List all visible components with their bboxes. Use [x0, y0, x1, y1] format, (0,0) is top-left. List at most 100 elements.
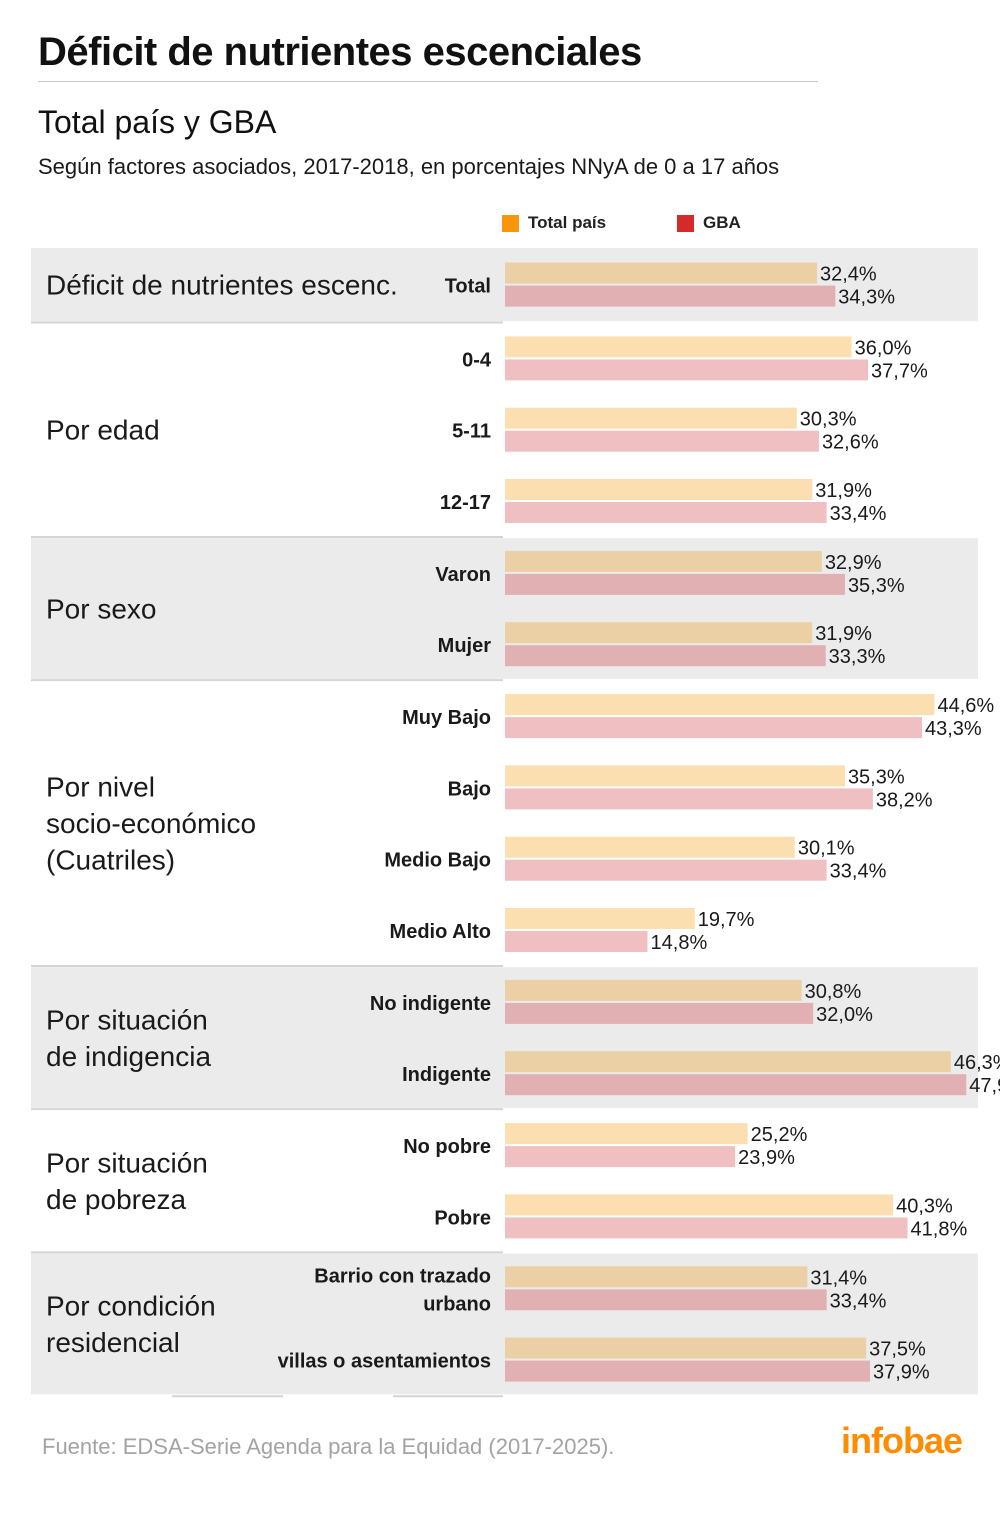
legend-item-total-pais: Total país [502, 212, 606, 234]
category-muy-bajo-value-total-pais: 44,6% [937, 695, 994, 717]
category-medio-alto-value-gba: 14,8% [651, 932, 708, 954]
category-no-pobre-bar-total-pais [505, 1123, 748, 1145]
chart-description: Según factores asociados, 2017-2018, en … [38, 154, 780, 179]
group-deficit-de-nutrientes-escenc-label: Déficit de nutrientes escenc. [46, 270, 398, 301]
legend-swatch-gba [677, 214, 694, 232]
chart-title: Déficit de nutrientes escenciales [38, 30, 642, 74]
category-no-pobre-bar-gba [505, 1146, 736, 1168]
category-mujer-label: Mujer [438, 635, 492, 657]
category-5-11-bar-gba [505, 430, 819, 452]
category-bajo-value-gba: 38,2% [876, 789, 933, 811]
category-12-17-bar-total-pais [505, 479, 813, 500]
category-no-indigente-bar-total-pais [505, 979, 802, 1001]
category-total-value-total-pais: 32,4% [820, 264, 877, 286]
category-5-11-value-total-pais: 30,3% [800, 409, 857, 431]
category-mujer-value-gba: 33,3% [829, 646, 886, 668]
category-total-bar-total-pais [505, 262, 818, 284]
category-medio-bajo-bar-total-pais [505, 836, 795, 858]
group-por-situacion-de-indigencia-label: Por situación de indigencia [46, 1004, 211, 1072]
category-0-4-value-total-pais: 36,0% [855, 337, 912, 359]
category-0-4-value-gba: 37,7% [871, 360, 928, 382]
category-bajo-value-total-pais: 35,3% [848, 766, 905, 788]
category-indigente-label: Indigente [402, 1064, 491, 1086]
category-no-pobre-value-total-pais: 25,2% [751, 1124, 808, 1146]
group-deficit-de-nutrientes-escenc-band [31, 248, 978, 322]
category-total-value-gba: 34,3% [838, 287, 895, 309]
category-medio-bajo-value-total-pais: 30,1% [798, 838, 855, 860]
category-total-bar-gba [505, 285, 836, 307]
category-indigente-value-gba: 47,9% [969, 1075, 1000, 1097]
category-pobre-value-total-pais: 40,3% [896, 1195, 953, 1217]
category-total-label: Total [445, 276, 491, 298]
category-no-pobre-value-gba: 23,9% [738, 1147, 795, 1169]
category-bajo-label: Bajo [448, 778, 491, 800]
category-no-indigente-value-gba: 32,0% [816, 1004, 873, 1026]
category-12-17-bar-gba [505, 502, 827, 523]
category-barrio-con-trazado-urbano-value-total-pais: 31,4% [810, 1267, 867, 1289]
group-por-condicion-residencial-label: Por condición residencial [46, 1291, 216, 1359]
group-por-nivel-socio-economico-cuatriles-label: Por nivel socio-económico (Cuatriles) [46, 772, 256, 876]
legend-swatch-total-pais [502, 214, 519, 232]
category-mujer-value-total-pais: 31,9% [815, 623, 872, 645]
category-medio-alto-bar-total-pais [505, 908, 695, 929]
category-0-4-label: 0-4 [462, 349, 492, 371]
category-12-17-value-total-pais: 31,9% [815, 480, 872, 502]
category-varon-bar-total-pais [505, 550, 822, 572]
category-medio-bajo-bar-gba [505, 859, 827, 881]
category-5-11-label: 5-11 [452, 421, 491, 443]
category-varon-label: Varon [435, 564, 491, 586]
category-muy-bajo-bar-total-pais [505, 694, 935, 716]
category-medio-bajo-label: Medio Bajo [384, 850, 491, 872]
category-indigente-value-total-pais: 46,3% [954, 1052, 1000, 1074]
category-indigente-bar-total-pais [505, 1051, 951, 1073]
brand-logo: infobae [840, 1420, 963, 1461]
legend-label-gba: GBA [703, 213, 741, 232]
category-pobre-label: Pobre [434, 1207, 491, 1229]
category-villas-o-asentamientos-value-total-pais: 37,5% [869, 1339, 926, 1361]
category-medio-bajo-value-gba: 33,4% [830, 861, 887, 883]
category-no-indigente-bar-gba [505, 1002, 814, 1024]
category-pobre-bar-total-pais [505, 1194, 894, 1216]
group-por-sexo-label: Por sexo [46, 594, 157, 625]
category-pobre-bar-gba [505, 1217, 908, 1239]
group-por-edad-label: Por edad [46, 415, 160, 446]
category-5-11-value-gba: 32,6% [822, 432, 879, 454]
category-barrio-con-trazado-urbano-bar-gba [505, 1289, 827, 1311]
legend-item-gba: GBA [677, 212, 741, 234]
category-pobre-value-gba: 41,8% [911, 1218, 968, 1240]
category-0-4-bar-total-pais [505, 336, 852, 358]
category-medio-alto-bar-gba [505, 931, 648, 952]
category-indigente-bar-gba [505, 1074, 967, 1096]
category-varon-bar-gba [505, 573, 845, 595]
source-note: Fuente: EDSA-Serie Agenda para la Equida… [42, 1434, 615, 1459]
category-mujer-bar-gba [505, 645, 826, 667]
category-varon-value-total-pais: 32,9% [825, 552, 882, 574]
category-0-4-bar-gba [505, 359, 869, 381]
category-muy-bajo-label: Muy Bajo [402, 707, 491, 729]
category-5-11-bar-total-pais [505, 407, 797, 429]
category-mujer-bar-total-pais [505, 622, 813, 644]
category-villas-o-asentamientos-value-gba: 37,9% [873, 1362, 930, 1384]
category-muy-bajo-value-gba: 43,3% [925, 718, 982, 740]
chart-subtitle: Total país y GBA [38, 104, 277, 140]
category-muy-bajo-bar-gba [505, 717, 922, 739]
category-12-17-label: 12-17 [440, 492, 491, 514]
category-barrio-con-trazado-urbano-value-gba: 33,4% [830, 1290, 887, 1312]
category-villas-o-asentamientos-label: villas o asentamientos [278, 1351, 491, 1373]
group-por-situacion-de-pobreza-label: Por situación de pobreza [46, 1148, 208, 1216]
category-no-pobre-label: No pobre [403, 1136, 491, 1158]
category-barrio-con-trazado-urbano-bar-total-pais [505, 1266, 808, 1288]
category-bajo-bar-gba [505, 788, 873, 810]
category-villas-o-asentamientos-bar-total-pais [505, 1337, 867, 1359]
category-barrio-con-trazado-urbano-label: Barrio con trazado urbano [314, 1265, 491, 1315]
category-villas-o-asentamientos-bar-gba [505, 1360, 870, 1382]
category-varon-value-gba: 35,3% [848, 575, 905, 597]
legend-label-total-pais: Total país [528, 213, 607, 232]
title-divider [38, 81, 818, 82]
category-12-17-value-gba: 33,4% [830, 503, 887, 525]
category-medio-alto-value-total-pais: 19,7% [698, 909, 755, 931]
category-no-indigente-label: No indigente [370, 993, 491, 1015]
category-medio-alto-label: Medio Alto [390, 921, 491, 943]
category-bajo-bar-total-pais [505, 765, 845, 787]
